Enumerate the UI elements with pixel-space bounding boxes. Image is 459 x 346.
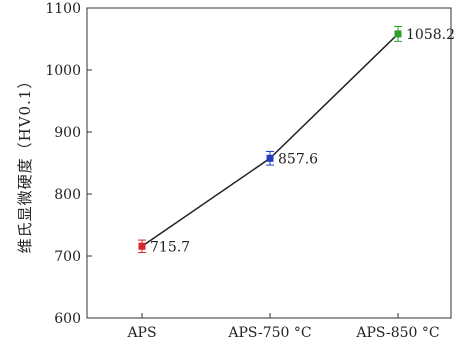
x-tick-label: APS-750 °C: [227, 325, 311, 341]
series-line: [141, 33, 399, 247]
y-tick-label: 600: [54, 311, 81, 327]
y-tick-label: 1100: [45, 1, 81, 17]
series-layer: 715.7 857.6 1058.2: [138, 25, 455, 255]
data-point: [138, 242, 146, 250]
y-tick-label: 900: [54, 125, 81, 141]
y-tick-label: 800: [54, 187, 81, 203]
x-tick-label: APS-850 °C: [355, 325, 439, 341]
data-point: [266, 154, 274, 162]
plot-frame: [86, 7, 452, 319]
y-axis-label: 维氏显微硬度（HV0.1）: [16, 73, 34, 254]
data-label: 715.7: [150, 239, 190, 255]
y-axis-ticks: 600 700 800 900 1000 1100: [45, 1, 92, 327]
x-axis-ticks: APS APS-750 °C APS-850 °C: [126, 313, 440, 341]
x-tick-label: APS: [126, 325, 156, 341]
data-label: 1058.2: [406, 27, 455, 43]
data-label: 857.6: [278, 151, 318, 167]
y-tick-label: 700: [54, 249, 81, 265]
y-tick-label: 1000: [45, 63, 81, 79]
data-point: [394, 30, 402, 38]
